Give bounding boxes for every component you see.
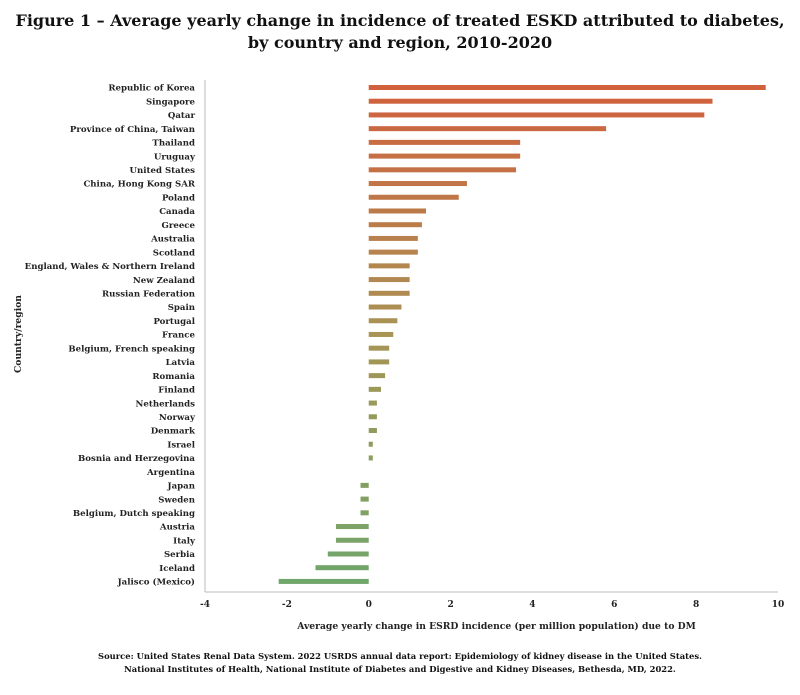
category-label: China, Hong Kong SAR (83, 180, 195, 190)
category-label: Uruguay (154, 152, 196, 162)
category-label: France (162, 331, 196, 341)
bar (368, 153, 521, 159)
category-label: Norway (159, 413, 196, 423)
bar (368, 194, 459, 200)
x-tick-label: 10 (772, 600, 785, 610)
bar (368, 277, 410, 283)
bar (368, 208, 427, 214)
bar (368, 98, 713, 104)
bar (368, 139, 521, 145)
bar (368, 304, 402, 310)
bar-chart: Republic of Korea Singapore Qatar Province … (13, 80, 785, 632)
bar (360, 482, 369, 488)
bar (368, 345, 390, 351)
bar (368, 222, 422, 228)
chart-title: Figure 1 – Average yearly change in inci… (0, 10, 800, 54)
bar (335, 524, 369, 530)
category-label: Japan (167, 482, 196, 492)
category-label: Denmark (151, 427, 196, 437)
category-label: Finland (158, 386, 195, 396)
category-label: United States (130, 166, 196, 176)
x-tick-label: 0 (366, 600, 372, 610)
category-label: Scotland (153, 248, 195, 258)
category-label: Greece (161, 221, 195, 231)
y-axis-label: Country/region (13, 295, 24, 373)
bar (360, 496, 369, 502)
source-note: Source: United States Renal Data System.… (0, 650, 800, 676)
category-label: Iceland (159, 564, 195, 574)
category-label: Qatar (168, 111, 196, 121)
category-label: Republic of Korea (108, 84, 195, 94)
x-tick-label: 6 (611, 600, 617, 610)
bar (368, 359, 390, 365)
x-tick-label: -2 (282, 600, 292, 610)
category-label: Israel (167, 440, 195, 450)
bar (368, 126, 607, 132)
bar (368, 386, 381, 392)
bar (368, 318, 398, 324)
category-label: Latvia (166, 358, 196, 368)
bar (327, 551, 369, 557)
bar (368, 249, 418, 255)
chart-title-line1: Figure 1 – Average yearly change in inci… (15, 11, 785, 30)
bar (368, 400, 377, 406)
bar (368, 428, 377, 433)
category-label: New Zealand (133, 276, 195, 286)
bar (335, 537, 369, 543)
x-tick-label: 4 (529, 600, 535, 610)
bar (368, 373, 386, 379)
category-label: Argentina (146, 468, 195, 478)
bar (360, 510, 369, 516)
category-label: Romania (152, 372, 195, 382)
source-line1: Source: United States Renal Data System.… (98, 651, 702, 661)
category-label: Belgium, Dutch speaking (73, 509, 195, 519)
category-label: Netherlands (136, 399, 196, 409)
category-label: Austria (159, 523, 196, 533)
category-label: Province of China, Taiwan (70, 125, 196, 135)
category-label: Singapore (146, 97, 196, 107)
bar (368, 455, 373, 461)
category-label: Jalisco (Mexico) (117, 577, 195, 588)
category-label: England, Wales & Northern Ireland (25, 262, 195, 272)
category-label: Italy (173, 536, 196, 546)
category-label: Thailand (152, 139, 195, 149)
category-label: Poland (162, 193, 195, 203)
x-axis-label: Average yearly change in ESRD incidence … (296, 621, 696, 632)
category-label: Spain (168, 303, 196, 313)
bar (368, 290, 410, 296)
bar (368, 441, 373, 447)
x-tick-label: -4 (200, 600, 210, 610)
bar (368, 235, 418, 241)
bar (368, 85, 766, 90)
bar (368, 181, 467, 187)
x-tick-label: 2 (447, 600, 453, 610)
category-label: Serbia (164, 550, 195, 560)
category-label: Sweden (158, 495, 196, 505)
category-label: Russian Federation (102, 290, 196, 300)
bar (278, 578, 369, 584)
bar (368, 414, 377, 420)
category-label: Canada (159, 207, 195, 217)
category-label: Portugal (153, 317, 195, 327)
source-line2: National Institutes of Health, National … (124, 664, 676, 674)
bar (368, 263, 410, 269)
bar (368, 167, 517, 173)
x-tick-label: 8 (693, 600, 699, 610)
category-label: Belgium, French speaking (68, 344, 195, 354)
bar (368, 331, 394, 337)
category-label: Bosnia and Herzegovina (78, 454, 195, 464)
bar (368, 112, 705, 118)
chart-title-line2: by country and region, 2010-2020 (247, 33, 553, 52)
category-label: Australia (150, 235, 195, 245)
bar (315, 565, 369, 571)
